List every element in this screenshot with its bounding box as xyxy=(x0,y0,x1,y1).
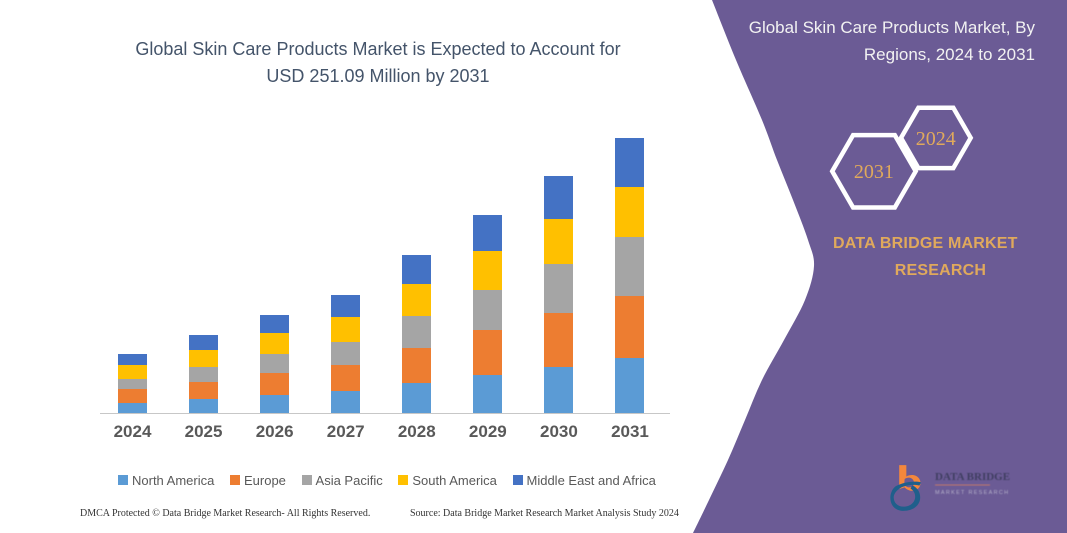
svg-text:2031: 2031 xyxy=(854,161,894,183)
svg-text:DATA BRIDGE: DATA BRIDGE xyxy=(935,471,1010,483)
svg-text:MARKET RESEARCH: MARKET RESEARCH xyxy=(935,490,1009,496)
svg-text:2024: 2024 xyxy=(916,128,956,150)
